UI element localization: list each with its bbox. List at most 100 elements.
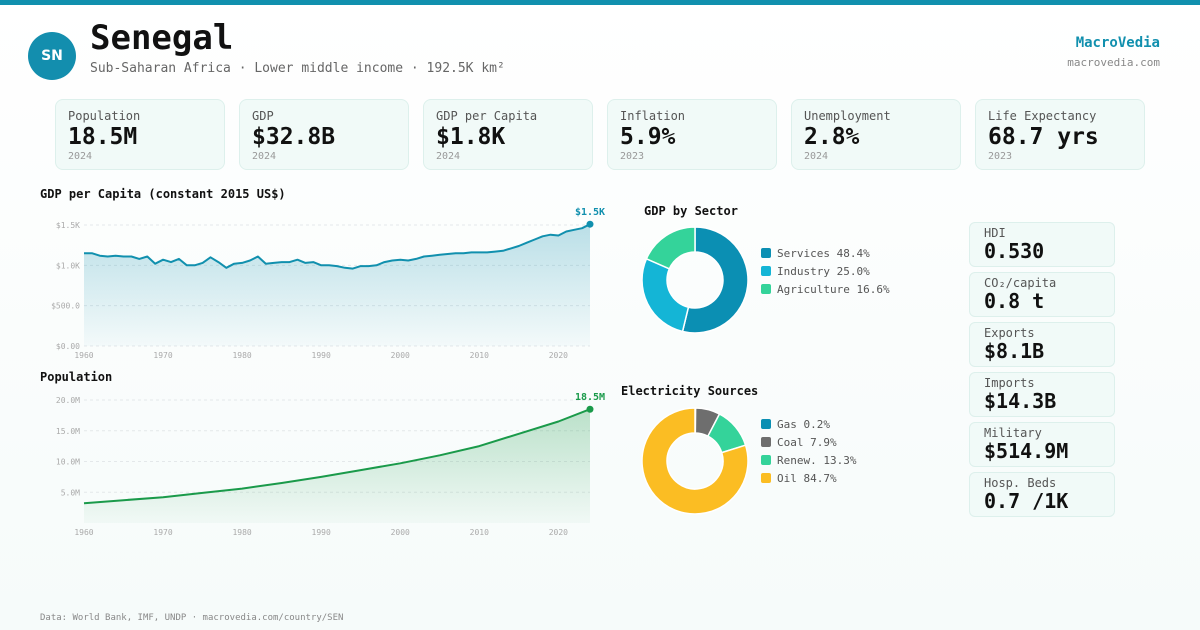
x-tick-label: 1990 [312, 351, 331, 360]
side-stat-co2: CO₂/capita 0.8 t [969, 272, 1115, 317]
legend-swatch [761, 473, 771, 483]
donut-slice-oil [641, 407, 749, 515]
series-area [84, 409, 590, 523]
x-tick-label: 1990 [312, 528, 331, 537]
stat-card-gdp: GDP $32.8B 2024 [239, 99, 409, 170]
side-stat-label: Exports [984, 326, 1035, 340]
series-end-label: $1.5K [575, 207, 605, 218]
side-stat-value: $514.9M [984, 439, 1069, 463]
legend-label: Coal 7.9% [777, 435, 837, 449]
x-tick-label: 1970 [153, 528, 172, 537]
stat-card-gdp-per-capita: GDP per Capita $1.8K 2024 [423, 99, 593, 170]
gdp-by-sector-donut [641, 226, 749, 334]
y-tick-label: $1.5K [56, 221, 80, 230]
legend-item-coal: Coal 7.9% [761, 433, 856, 451]
country-code-badge: SN [28, 32, 76, 80]
legend-item-agriculture: Agriculture 16.6% [761, 280, 890, 298]
y-tick-label: 20.0M [56, 396, 80, 405]
legend-item-gas: Gas 0.2% [761, 415, 856, 433]
side-stat-value: 0.7 /1K [984, 489, 1069, 513]
legend-item-industry: Industry 25.0% [761, 262, 890, 280]
stat-value: 2.8% [804, 124, 860, 150]
data-source-footer: Data: World Bank, IMF, UNDP · macrovedia… [40, 613, 344, 623]
stat-label: GDP per Capita [436, 109, 538, 123]
stat-label: Life Expectancy [988, 109, 1097, 123]
legend-item-oil: Oil 84.7% [761, 469, 856, 487]
stat-year: 2023 [988, 151, 1013, 162]
electricity-sources-legend: Gas 0.2% Coal 7.9% Renew. 13.3% Oil 84.7… [761, 415, 856, 487]
electricity-sources-title: Electricity Sources [621, 384, 759, 398]
x-tick-label: 2010 [470, 528, 489, 537]
page-title: Senegal [90, 18, 234, 58]
side-stat-military: Military $514.9M [969, 422, 1115, 467]
y-tick-label: 5.0M [61, 488, 80, 497]
legend-label: Services 48.4% [777, 246, 870, 260]
series-line [84, 223, 591, 270]
gdp-per-capita-chart-title: GDP per Capita (constant 2015 US$) [40, 187, 286, 201]
series-end-point [586, 405, 594, 413]
donut-slice-services [681, 226, 749, 334]
y-tick-label: 15.0M [56, 427, 80, 436]
legend-swatch [761, 248, 771, 258]
stat-card-inflation: Inflation 5.9% 2023 [607, 99, 777, 170]
x-tick-label: 1960 [74, 528, 93, 537]
side-stat-value: 0.530 [984, 239, 1045, 263]
stat-value: $32.8B [252, 124, 336, 150]
legend-label: Gas 0.2% [777, 417, 830, 431]
x-tick-label: 2020 [549, 351, 568, 360]
stat-label: GDP [252, 109, 274, 123]
gdp-per-capita-chart: $0.00 $500.0 $1.0K $1.5K 1960 1970 1980 1990 200… [51, 207, 605, 360]
side-stat-value: 0.8 t [984, 289, 1045, 313]
y-tick-label: $500.0 [51, 302, 80, 311]
legend-swatch [761, 437, 771, 447]
page-subtitle: Sub-Saharan Africa · Lower middle income… [90, 61, 505, 76]
side-stat-label: Military [984, 426, 1042, 440]
electricity-sources-donut [641, 407, 749, 515]
side-stat-hdi: HDI 0.530 [969, 222, 1115, 267]
x-tick-label: 1960 [74, 351, 93, 360]
legend-item-renewables: Renew. 13.3% [761, 451, 856, 469]
y-tick-label: $1.0K [56, 261, 80, 270]
stat-label: Inflation [620, 109, 686, 123]
brand-url[interactable]: macrovedia.com [1067, 56, 1160, 69]
x-tick-label: 1980 [232, 351, 251, 360]
legend-label: Industry 25.0% [777, 264, 870, 278]
side-stat-hospital-beds: Hosp. Beds 0.7 /1K [969, 472, 1115, 517]
top-accent-bar [0, 0, 1200, 5]
stat-label: Population [68, 109, 141, 123]
series-end-label: 18.5M [575, 392, 605, 403]
stat-year: 2024 [804, 151, 829, 162]
legend-item-services: Services 48.4% [761, 244, 890, 262]
legend-swatch [761, 284, 771, 294]
x-tick-label: 2000 [391, 351, 410, 360]
x-tick-label: 2010 [470, 351, 489, 360]
stat-year: 2024 [436, 151, 461, 162]
stat-card-life-expectancy: Life Expectancy 68.7 yrs 2023 [975, 99, 1145, 170]
legend-label: Oil 84.7% [777, 471, 837, 485]
population-chart: 5.0M 10.0M 15.0M 20.0M 1960 1970 1980 1990 2000 2… [56, 392, 605, 537]
x-tick-label: 2020 [549, 528, 568, 537]
series-line [83, 408, 591, 505]
x-tick-label: 1970 [153, 351, 172, 360]
stat-card-population: Population 18.5M 2024 [55, 99, 225, 170]
donut-slice-industry [641, 257, 690, 333]
side-stat-value: $14.3B [984, 389, 1057, 413]
stat-year: 2024 [252, 151, 277, 162]
gdp-by-sector-legend: Services 48.4% Industry 25.0% Agricultur… [761, 244, 890, 298]
x-tick-label: 2000 [391, 528, 410, 537]
brand-logo-link[interactable]: MacroVedia [1075, 35, 1160, 51]
stat-year: 2023 [620, 151, 645, 162]
legend-swatch [761, 455, 771, 465]
x-tick-label: 1980 [232, 528, 251, 537]
side-stat-label: HDI [984, 226, 1006, 240]
side-stat-exports: Exports $8.1B [969, 322, 1115, 367]
series-area [84, 224, 590, 346]
stat-value: $1.8K [436, 124, 506, 150]
stat-label: Unemployment [804, 109, 891, 123]
legend-swatch [761, 419, 771, 429]
stat-value: 18.5M [68, 124, 138, 150]
stat-card-unemployment: Unemployment 2.8% 2024 [791, 99, 961, 170]
side-stat-label: Imports [984, 376, 1035, 390]
stat-value: 68.7 yrs [988, 124, 1099, 150]
legend-label: Renew. 13.3% [777, 453, 857, 467]
